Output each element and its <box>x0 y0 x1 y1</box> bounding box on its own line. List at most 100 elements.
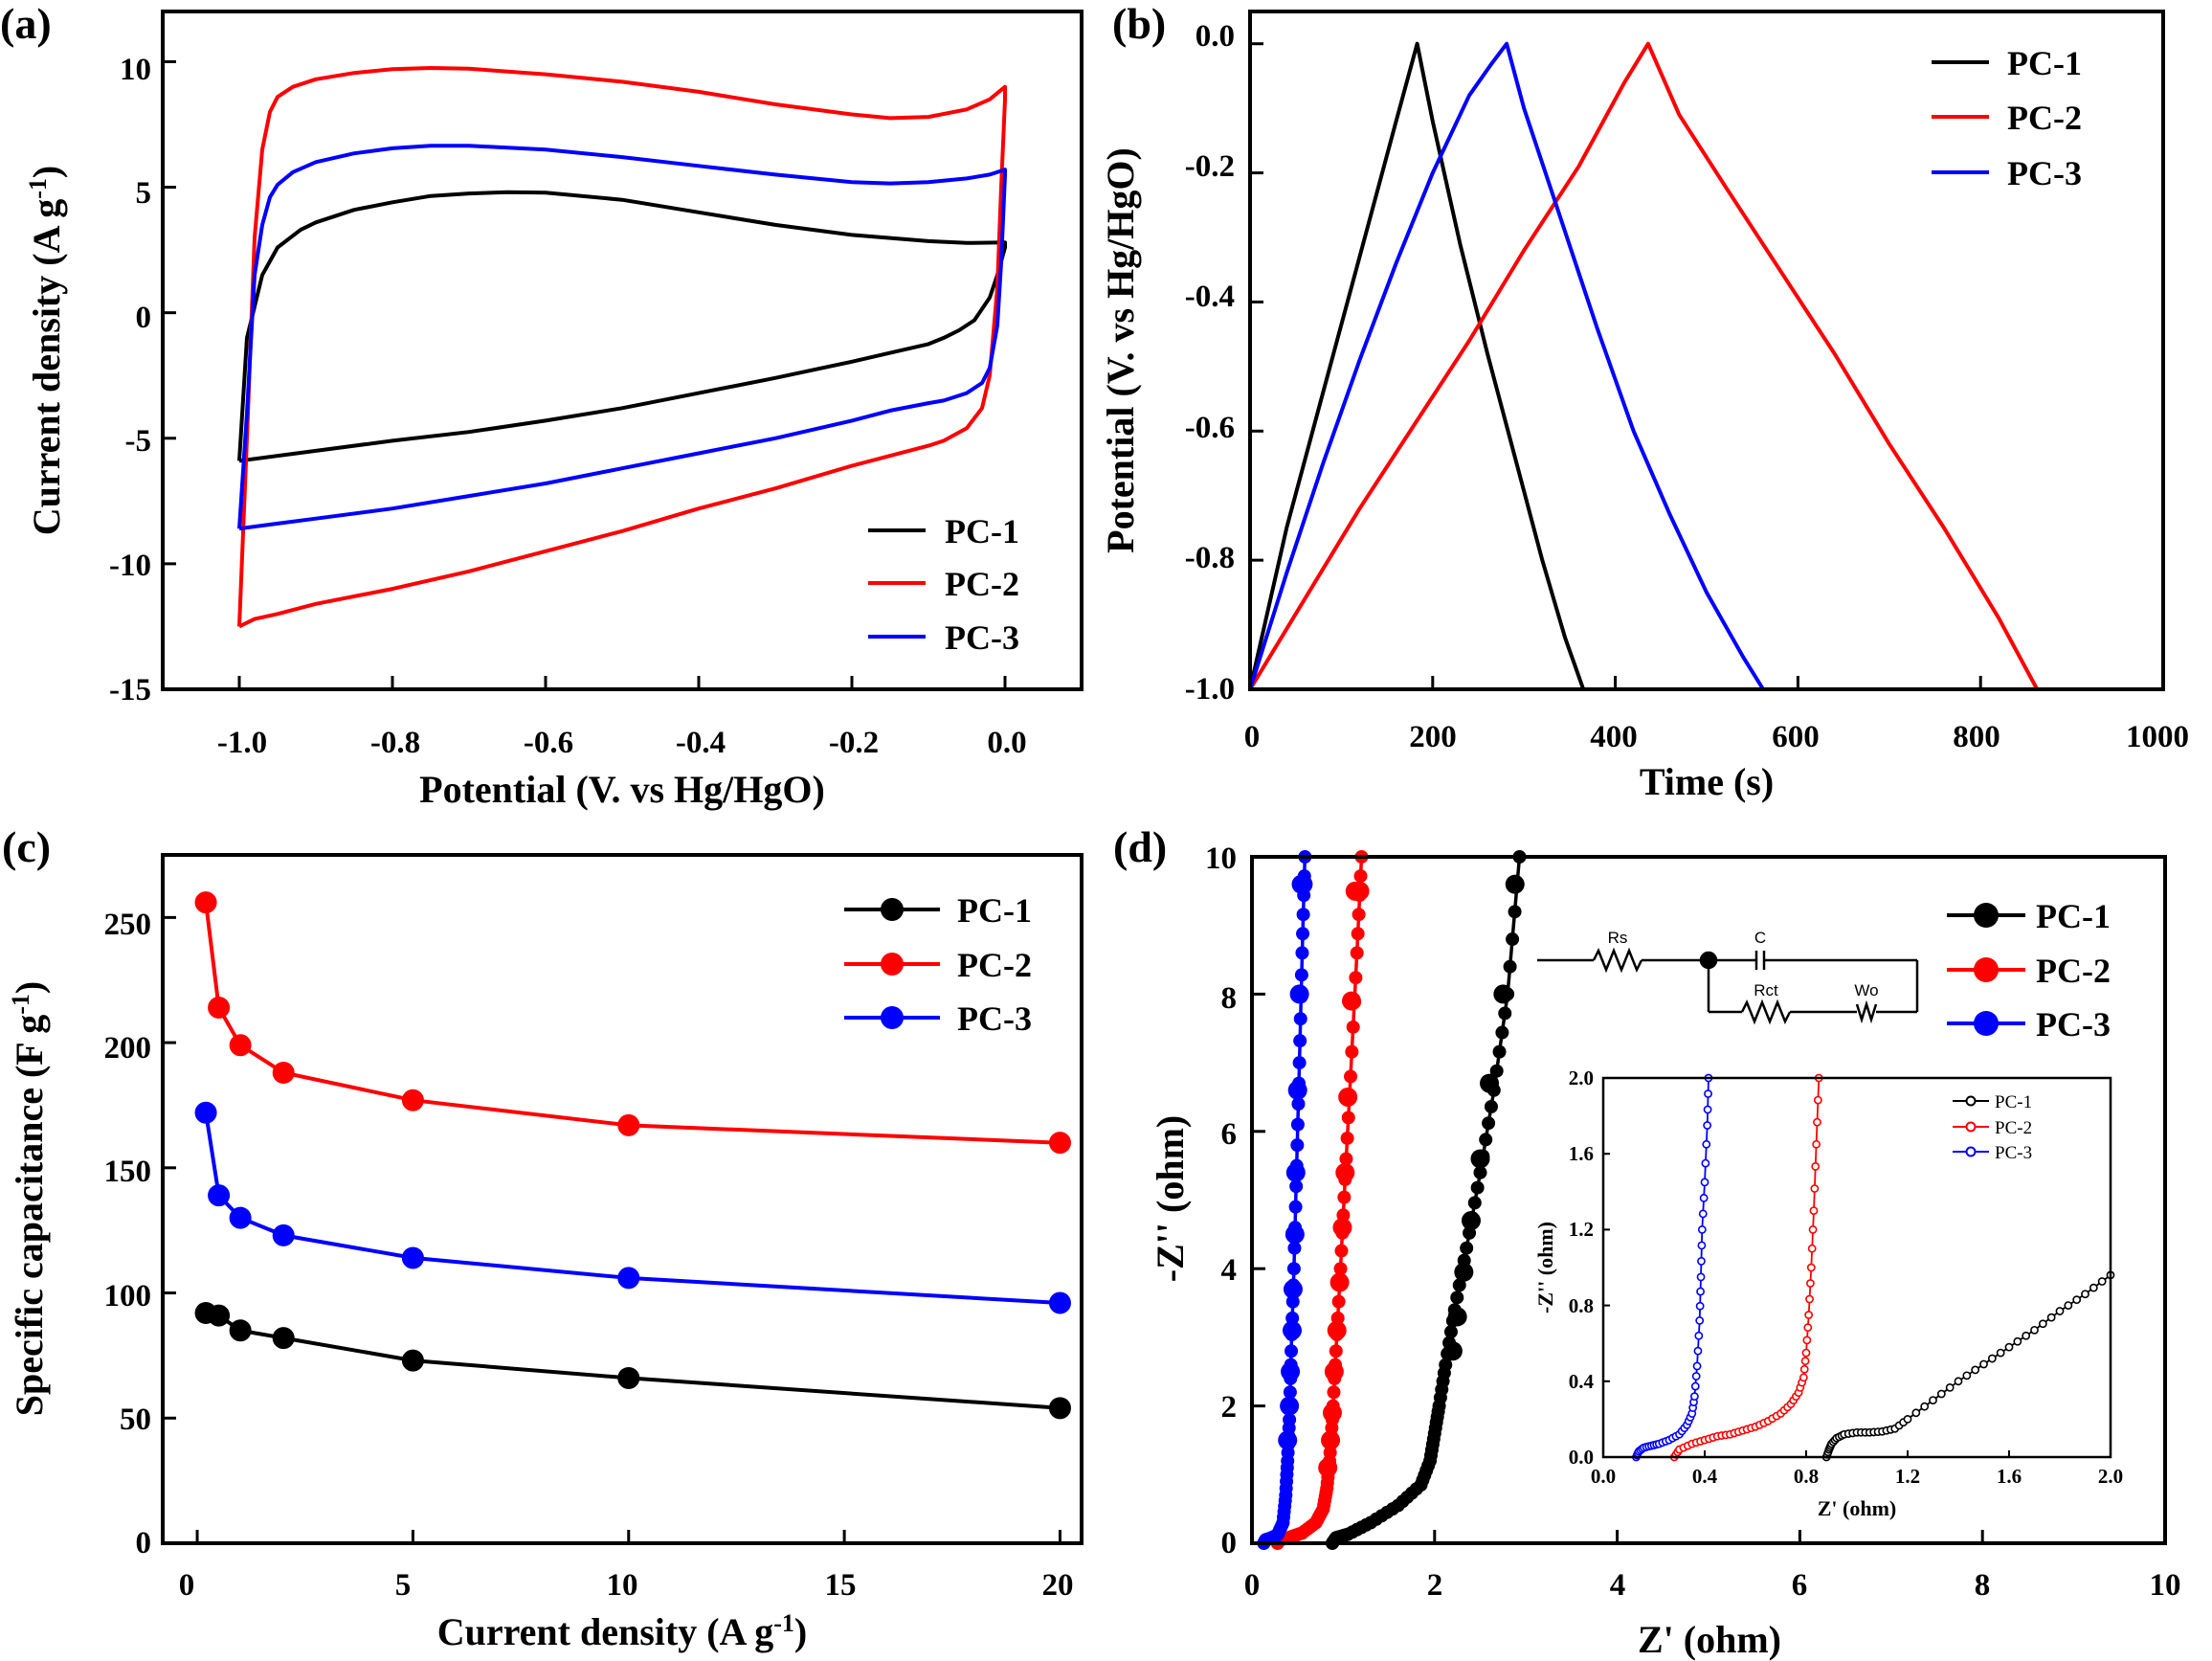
panel-a-plot-area <box>163 59 1007 691</box>
inset-data-point-pc2 <box>1813 1117 1821 1127</box>
panel-a-y-tick-label: -10 <box>109 549 151 583</box>
panel-d: 0 2 4 6 8 10 0 2 4 6 8 10 Z' (ohm) -Z'' … <box>1149 842 2181 1661</box>
panel-b-x-tick-label: 800 <box>1953 720 2000 754</box>
panel-d-legend-marker-pc2 <box>1974 957 1999 982</box>
inset-data-point-pc1 <box>2089 1283 2098 1292</box>
inset-y-tick-label: 2.0 <box>1569 1066 1594 1089</box>
inset-data-point-pc3 <box>1695 1301 1705 1311</box>
data-point-pc2 <box>1327 1385 1341 1400</box>
panel-d-y-ticks: 0 2 4 6 8 10 <box>1205 842 1237 1560</box>
panel-c-x-ticks: 0 5 10 15 20 <box>179 1568 1074 1603</box>
panel-c-legend-marker-pc1 <box>881 898 904 921</box>
data-point-pc1 <box>1505 874 1525 894</box>
panel-b-y-tick-label: 0.0 <box>1195 19 1235 54</box>
panel-a-x-axis-title: Potential (V. vs Hg/HgO) <box>419 768 825 811</box>
data-point-pc2 <box>194 891 217 914</box>
inset-data-point-pc3 <box>1702 1139 1711 1149</box>
warburg-element-symbol <box>1855 999 1878 1024</box>
panel-b-y-tick-label: -0.2 <box>1185 149 1235 184</box>
panel-a-legend: PC-1 PC-2 PC-3 <box>868 512 1019 657</box>
data-point-pc3 <box>208 1184 231 1207</box>
inset-data-point-pc3 <box>1698 1209 1708 1219</box>
inset-y-tick-label: 1.6 <box>1569 1142 1594 1165</box>
inset-data-point-pc1 <box>1971 1365 1980 1375</box>
panel-a-y-tick-label: -15 <box>109 673 151 707</box>
inset-data-point-pc3 <box>1696 1272 1706 1282</box>
panel-d-legend-label-pc2: PC-2 <box>2036 952 2111 990</box>
data-point-pc1 <box>208 1304 231 1327</box>
series-line-pc3 <box>1248 41 1765 691</box>
inset-y-tick-label: 0.0 <box>1569 1446 1594 1469</box>
data-point-pc3 <box>1278 1430 1298 1450</box>
panel-c-x-tick-label: 10 <box>607 1568 638 1603</box>
inset-y-ticks: 0.0 0.4 0.8 1.2 1.6 2.0 <box>1569 1066 1595 1469</box>
data-point-pc3 <box>1292 1056 1307 1070</box>
inset-data-point-pc3 <box>1699 1194 1709 1202</box>
data-point-pc1 <box>1439 1358 1453 1372</box>
inset-data-point-pc3 <box>1695 1316 1705 1325</box>
panel-d-y-tick-label: 6 <box>1221 1117 1238 1152</box>
data-point-pc2 <box>1322 1403 1342 1423</box>
inset-legend-marker-pc2 <box>1965 1121 1977 1133</box>
data-point-pc2 <box>272 1061 295 1084</box>
panel-a-label: (a) <box>0 0 52 48</box>
panel-d-x-tick-label: 10 <box>2150 1568 2181 1603</box>
data-point-pc3 <box>1282 1320 1302 1340</box>
panel-c-y-axis-title-sup: -1 <box>7 994 34 1015</box>
data-point-pc1 <box>1482 1116 1496 1131</box>
panel-d-y-tick-label: 8 <box>1221 981 1238 1016</box>
data-point-pc2 <box>1318 1458 1338 1478</box>
data-point-pc1 <box>1480 1073 1500 1093</box>
panel-b-x-tick-label: 600 <box>1772 720 1820 754</box>
panel-a-x-tick-label: -0.4 <box>676 726 726 760</box>
series-line-pc2 <box>237 66 1007 629</box>
panel-a-legend-label-pc3: PC-3 <box>945 618 1019 657</box>
panel-a-legend-label-pc1: PC-1 <box>945 512 1019 550</box>
panel-d-x-tick-label: 8 <box>1975 1568 1991 1603</box>
panel-b-y-tick-label: -0.6 <box>1185 411 1235 445</box>
panel-c-y-tick-label: 200 <box>104 1031 152 1066</box>
data-point-pc3 <box>1287 1080 1307 1100</box>
inset-x-tick-label: 2.0 <box>2098 1465 2123 1488</box>
data-point-pc3 <box>229 1206 252 1229</box>
inset-data-point-pc2 <box>1801 1348 1811 1358</box>
inset-legend-label-pc1: PC-1 <box>1995 1092 2032 1112</box>
data-point-pc1 <box>1493 984 1513 1004</box>
data-point-pc2 <box>1048 1132 1071 1155</box>
panel-c-y-ticks: 0 50 100 150 200 250 <box>104 908 152 1560</box>
inset-data-point-pc1 <box>1911 1408 1921 1418</box>
panel-a-y-ticks: -15 -10 -5 0 5 10 <box>109 53 151 707</box>
data-point-pc3 <box>1293 1012 1307 1026</box>
panel-a-y-axis-title-end: ) <box>25 166 68 178</box>
data-point-pc3 <box>401 1246 424 1269</box>
panel-a: -1.0 -0.8 -0.6 -0.4 -0.2 0.0 -15 -10 -5 … <box>24 10 1084 811</box>
data-point-pc1 <box>1473 1165 1487 1179</box>
inset-data-point-pc1 <box>2022 1331 2031 1340</box>
panel-d-y-tick-label: 0 <box>1221 1526 1238 1560</box>
panel-c-x-axis-title-sup: -1 <box>773 1609 794 1637</box>
panel-c-x-axis-title: Current density (A g-1) <box>437 1609 807 1653</box>
inset-legend-label-pc2: PC-2 <box>1995 1118 2032 1138</box>
panel-c-y-tick-label: 100 <box>104 1279 152 1313</box>
inset-data-point-pc2 <box>1808 1225 1818 1234</box>
panel-d-y-tick-label: 10 <box>1205 842 1237 876</box>
panel-d-legend-marker-pc1 <box>1974 903 1999 928</box>
panel-b-label: (b) <box>1112 0 1166 48</box>
inset-data-point-pc3 <box>1697 1241 1707 1250</box>
panel-c-legend-marker-pc2 <box>881 953 904 976</box>
panel-c-y-tick-label: 0 <box>136 1526 152 1560</box>
circuit-label-wo: Wo <box>1854 981 1878 999</box>
data-point-pc3 <box>1289 984 1309 1004</box>
equivalent-circuit-diagram <box>1537 947 1919 1025</box>
data-point-pc1 <box>1492 1044 1507 1059</box>
data-point-pc1 <box>617 1366 640 1389</box>
data-point-pc3 <box>1280 1396 1300 1416</box>
panel-a-x-tick-label: 0.0 <box>987 726 1026 760</box>
panel-b-legend-label-pc3: PC-3 <box>2007 154 2082 192</box>
panel-d-x-tick-label: 2 <box>1427 1568 1443 1603</box>
inset-y-tick-label: 0.4 <box>1569 1370 1595 1393</box>
circuit-label-c: C <box>1754 929 1766 947</box>
data-point-pc2 <box>1329 1272 1350 1292</box>
panel-c-y-axis-title-main: Specific capacitance (F g <box>8 1015 51 1417</box>
data-point-pc3 <box>1291 1097 1306 1111</box>
